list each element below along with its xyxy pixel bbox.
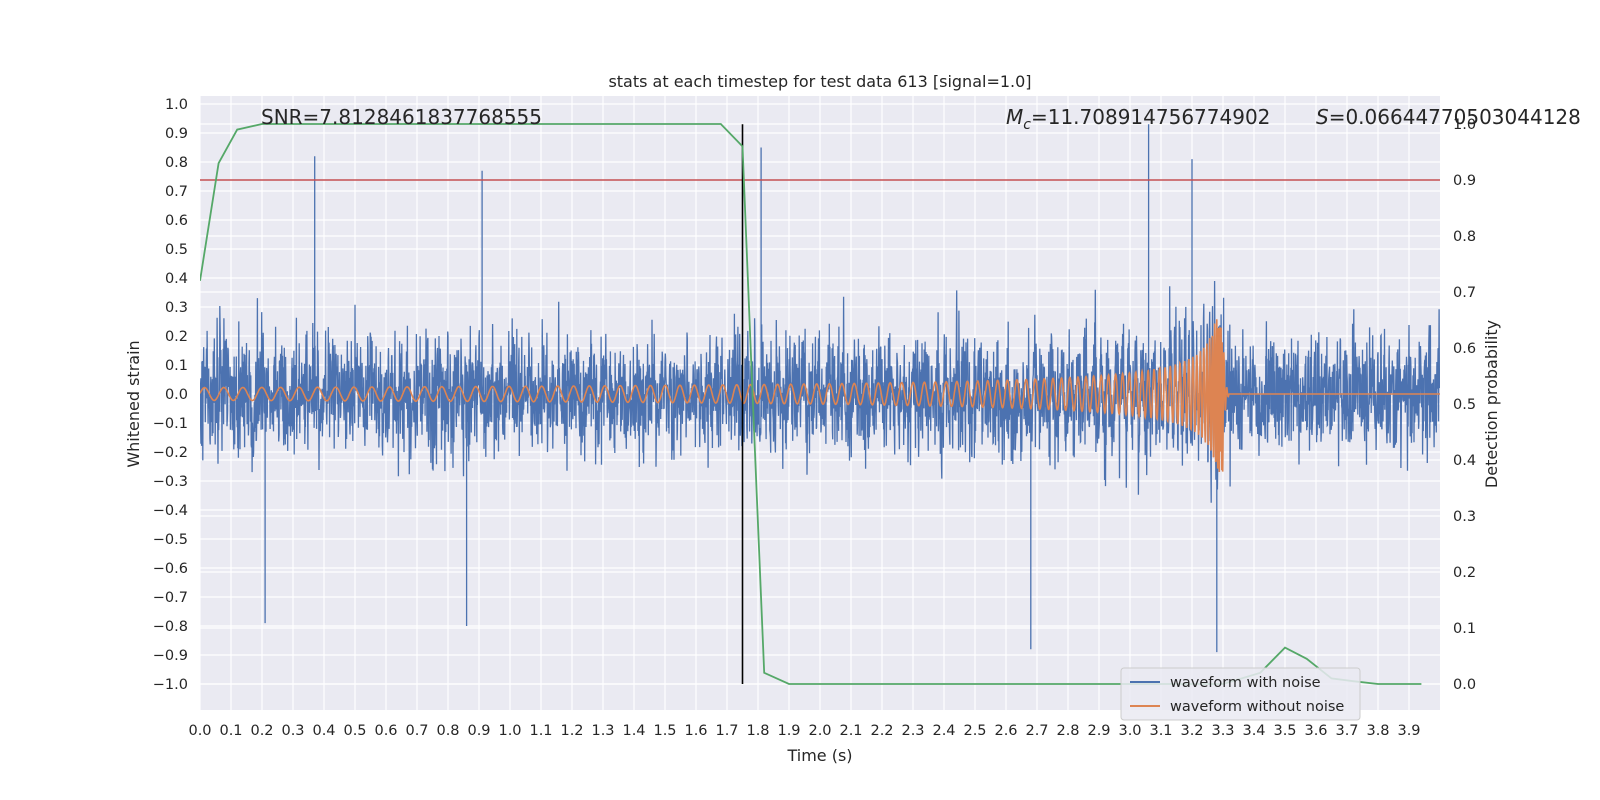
legend-box <box>1120 667 1361 721</box>
x-tick-label: 2.4 <box>932 723 955 739</box>
x-tick-label: 2.6 <box>994 723 1017 739</box>
s-annotation: S=0.06644770503044128 <box>1316 105 1581 129</box>
x-tick-label: 1.6 <box>684 723 707 739</box>
y2-axis-label: Detection probability <box>1482 320 1501 488</box>
x-tick-label: 1.5 <box>653 723 676 739</box>
y-tick-label: −0.9 <box>153 648 188 664</box>
x-tick-label: 1.7 <box>715 723 738 739</box>
y2-tick-label: 1.0 <box>1453 117 1476 133</box>
x-tick-label: 3.1 <box>1149 723 1172 739</box>
y2-tick-label: 0.4 <box>1453 453 1476 469</box>
y-tick-label: −0.4 <box>153 503 188 519</box>
y-tick-label: −0.1 <box>153 416 188 432</box>
x-tick-label: 2.7 <box>1025 723 1048 739</box>
y-tick-label: −0.6 <box>153 561 188 577</box>
y-tick-label: 0.7 <box>165 184 188 200</box>
chirp-mass-annotation: Mc=11.708914756774902 <box>1006 105 1270 133</box>
y2-tick-label: 0.3 <box>1453 509 1476 525</box>
x-axis-label: Time (s) <box>786 746 852 765</box>
x-tick-label: 3.4 <box>1242 723 1265 739</box>
x-tick-label: 1.4 <box>622 723 645 739</box>
y-tick-label: 0.2 <box>165 329 188 345</box>
x-tick-label: 0.5 <box>343 723 366 739</box>
legend-label-noisy: waveform with noise <box>1170 675 1321 691</box>
x-tick-label: 1.3 <box>591 723 614 739</box>
x-tick-label: 1.2 <box>560 723 583 739</box>
x-tick-label: 3.6 <box>1304 723 1327 739</box>
x-tick-label: 1.1 <box>529 723 552 739</box>
y-tick-label: 0.3 <box>165 300 188 316</box>
y-tick-label: 0.4 <box>165 271 188 287</box>
y-tick-label: −1.0 <box>153 677 188 693</box>
y2-tick-label: 0.1 <box>1453 621 1476 637</box>
y2-tick-label: 0.2 <box>1453 565 1476 581</box>
x-tick-label: 2.9 <box>1087 723 1110 739</box>
legend: waveform with noise waveform without noi… <box>1120 667 1361 721</box>
mc-subscript: c <box>1023 117 1031 133</box>
y2-tick-label: 0.6 <box>1453 341 1476 357</box>
y-tick-label: 1.0 <box>165 97 188 113</box>
x-tick-label: 0.9 <box>467 723 490 739</box>
y-tick-label: 0.6 <box>165 213 188 229</box>
s-value: =0.06644770503044128 <box>1329 105 1581 129</box>
y2-tick-label: 0.5 <box>1453 397 1476 413</box>
y-tick-label: −0.2 <box>153 445 188 461</box>
x-tick-label: 3.8 <box>1366 723 1389 739</box>
x-tick-label: 2.5 <box>963 723 986 739</box>
s-symbol: S <box>1316 105 1329 129</box>
series-waveform-without-noise <box>200 319 1440 473</box>
x-tick-label: 0.1 <box>219 723 242 739</box>
x-tick-label: 1.9 <box>777 723 800 739</box>
y-tick-label: −0.7 <box>153 590 188 606</box>
x-tick-label: 3.5 <box>1273 723 1296 739</box>
series-detection-probability <box>200 123 1422 685</box>
x-tick-label: 0.3 <box>281 723 304 739</box>
x-tick-label: 0.0 <box>188 723 211 739</box>
x-tick-label: 2.3 <box>901 723 924 739</box>
x-tick-label: 3.2 <box>1180 723 1203 739</box>
x-tick-label: 3.9 <box>1397 723 1420 739</box>
x-tick-label: 0.6 <box>374 723 397 739</box>
y2-tick-label: 0.9 <box>1453 173 1476 189</box>
y-tick-label: −0.5 <box>153 532 188 548</box>
y-tick-label: 0.0 <box>165 387 188 403</box>
y-tick-label: 0.1 <box>165 358 188 374</box>
y-tick-label: −0.3 <box>153 474 188 490</box>
x-tick-label: 2.1 <box>839 723 862 739</box>
x-tick-label: 1.0 <box>498 723 521 739</box>
x-tick-label: 2.0 <box>808 723 831 739</box>
x-tick-label: 2.8 <box>1056 723 1079 739</box>
x-tick-label: 3.7 <box>1335 723 1358 739</box>
y-axis-label: Whitened strain <box>124 340 143 467</box>
x-tick-label: 3.3 <box>1211 723 1234 739</box>
legend-label-clean: waveform without noise <box>1170 699 1344 715</box>
mc-symbol: M <box>1006 105 1023 129</box>
y2-tick-label: 0.0 <box>1453 677 1476 693</box>
chart-title: stats at each timestep for test data 613… <box>608 72 1031 91</box>
y-tick-label: 0.9 <box>165 126 188 142</box>
snr-annotation: SNR=7.8128461837768555 <box>261 105 542 129</box>
y-tick-label: 0.5 <box>165 242 188 258</box>
series-waveform-with-noise <box>200 124 1440 653</box>
x-tick-label: 1.8 <box>746 723 769 739</box>
x-tick-label: 0.4 <box>312 723 335 739</box>
x-tick-label: 2.2 <box>870 723 893 739</box>
x-tick-label: 3.0 <box>1118 723 1141 739</box>
mc-value: =11.708914756774902 <box>1031 105 1270 129</box>
y2-tick-label: 0.8 <box>1453 229 1476 245</box>
y2-tick-label: 0.7 <box>1453 285 1476 301</box>
x-tick-label: 0.2 <box>250 723 273 739</box>
x-tick-label: 0.8 <box>436 723 459 739</box>
y-tick-label: −0.8 <box>153 619 188 635</box>
y-tick-label: 0.8 <box>165 155 188 171</box>
x-tick-label: 0.7 <box>405 723 428 739</box>
